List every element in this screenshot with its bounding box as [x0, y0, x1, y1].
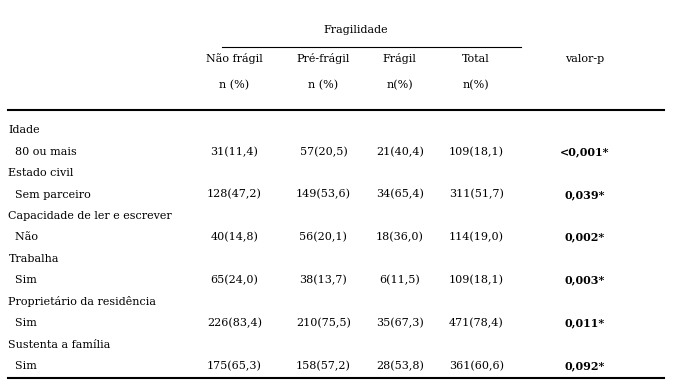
- Text: 0,092*: 0,092*: [564, 361, 605, 371]
- Text: 0,011*: 0,011*: [564, 318, 605, 328]
- Text: n (%): n (%): [308, 80, 338, 90]
- Text: 226(83,4): 226(83,4): [206, 318, 262, 328]
- Text: Pré-frágil: Pré-frágil: [297, 53, 350, 64]
- Text: n(%): n(%): [463, 80, 489, 90]
- Text: 57(20,5): 57(20,5): [299, 146, 347, 157]
- Text: 149(53,6): 149(53,6): [296, 190, 351, 200]
- Text: n (%): n (%): [219, 80, 249, 90]
- Text: Sustenta a família: Sustenta a família: [8, 340, 111, 350]
- Text: 114(19,0): 114(19,0): [449, 232, 504, 242]
- Text: 21(40,4): 21(40,4): [376, 146, 424, 157]
- Text: 34(65,4): 34(65,4): [376, 190, 424, 200]
- Text: Idade: Idade: [8, 125, 40, 135]
- Text: 158(57,2): 158(57,2): [296, 361, 351, 371]
- Text: <0,001*: <0,001*: [560, 146, 609, 157]
- Text: 109(18,1): 109(18,1): [449, 146, 504, 157]
- Text: 56(20,1): 56(20,1): [299, 232, 347, 242]
- Text: 128(47,2): 128(47,2): [207, 190, 262, 200]
- Text: Sim: Sim: [8, 318, 37, 328]
- Text: n(%): n(%): [387, 80, 413, 90]
- Text: 38(13,7): 38(13,7): [299, 275, 347, 285]
- Text: Não frágil: Não frágil: [206, 53, 263, 64]
- Text: 0,039*: 0,039*: [564, 189, 605, 200]
- Text: Capacidade de ler e escrever: Capacidade de ler e escrever: [8, 211, 172, 221]
- Text: Sim: Sim: [8, 275, 37, 285]
- Text: 31(11,4): 31(11,4): [211, 146, 258, 157]
- Text: Frágil: Frágil: [383, 53, 417, 64]
- Text: 18(36,0): 18(36,0): [376, 232, 424, 242]
- Text: 175(65,3): 175(65,3): [207, 361, 262, 371]
- Text: Sim: Sim: [8, 361, 37, 371]
- Text: 35(67,3): 35(67,3): [376, 318, 424, 328]
- Text: 40(14,8): 40(14,8): [211, 232, 258, 242]
- Text: 210(75,5): 210(75,5): [296, 318, 351, 328]
- Text: 65(24,0): 65(24,0): [211, 275, 258, 285]
- Text: 471(78,4): 471(78,4): [449, 318, 504, 328]
- Text: 361(60,6): 361(60,6): [449, 361, 504, 371]
- Text: Trabalha: Trabalha: [8, 254, 59, 264]
- Text: 109(18,1): 109(18,1): [449, 275, 504, 285]
- Text: Total: Total: [462, 54, 490, 64]
- Text: 80 ou mais: 80 ou mais: [8, 147, 77, 157]
- Text: Fragilidade: Fragilidade: [323, 25, 387, 36]
- Text: 28(53,8): 28(53,8): [376, 361, 424, 371]
- Text: Proprietário da residência: Proprietário da residência: [8, 296, 156, 307]
- Text: Sem parceiro: Sem parceiro: [8, 190, 91, 200]
- Text: 311(51,7): 311(51,7): [449, 190, 504, 200]
- Text: 6(11,5): 6(11,5): [379, 275, 420, 285]
- Text: 0,003*: 0,003*: [564, 275, 605, 286]
- Text: Estado civil: Estado civil: [8, 168, 74, 178]
- Text: Não: Não: [8, 232, 39, 242]
- Text: valor-p: valor-p: [565, 54, 604, 64]
- Text: 0,002*: 0,002*: [564, 232, 605, 243]
